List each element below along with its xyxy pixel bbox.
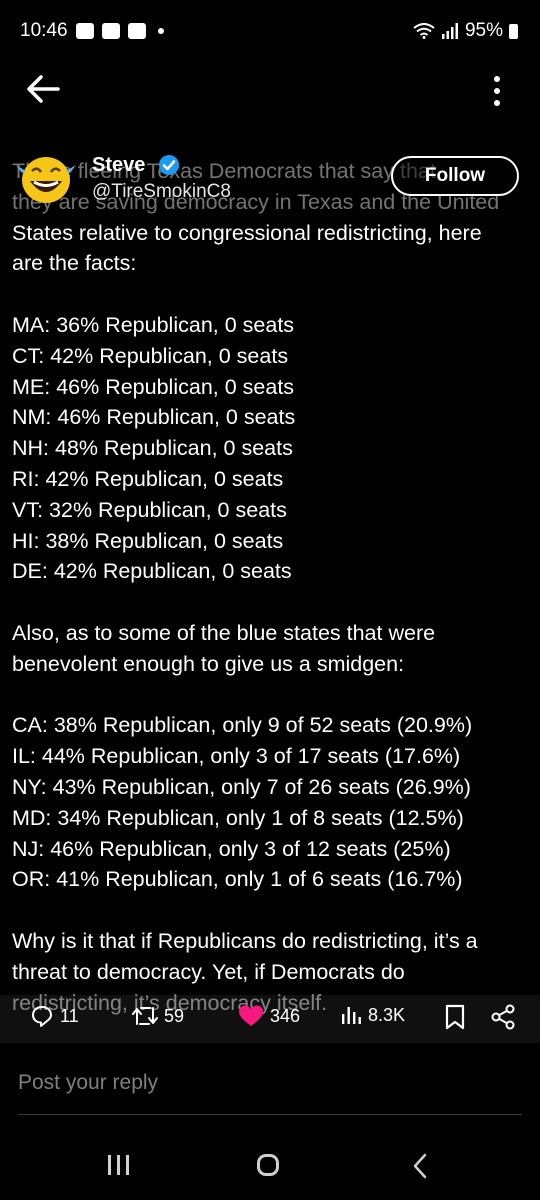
like-count: 346 (270, 1005, 301, 1026)
tweet-line: DE: 42% Republican, 0 seats (12, 559, 292, 584)
notification-dot-icon (157, 28, 164, 34)
status-time: 10:46 (20, 20, 68, 41)
tweet-line: NH: 48% Republican, 0 seats (12, 436, 293, 461)
tweet-line: NM: 46% Republican, 0 seats (12, 405, 296, 430)
top-app-bar (0, 62, 540, 118)
tweet-line: CT: 42% Republican, 0 seats (12, 343, 289, 368)
repost-count: 59 (164, 1005, 185, 1026)
message-icon (127, 23, 146, 39)
tweet-line: HI: 38% Republican, 0 seats (12, 528, 284, 553)
tweet-line: threat to democracy. Yet, if Democrats d… (12, 959, 405, 984)
battery-percent: 95% (464, 20, 503, 41)
tweet-line: MD: 34% Republican, only 1 of 8 seats (1… (12, 805, 464, 830)
share-button[interactable] (490, 1004, 516, 1030)
reply-divider (18, 1114, 522, 1115)
views-icon (342, 1007, 361, 1024)
avatar[interactable] (14, 149, 78, 209)
bookmark-icon (445, 1004, 465, 1030)
share-icon (491, 1004, 515, 1030)
author-name[interactable]: Steve (92, 154, 146, 176)
tweet-blank-line (12, 587, 532, 618)
signal-icon (441, 23, 458, 39)
tweet-blank-line (12, 680, 532, 711)
tweet-line: States relative to congressional redistr… (12, 220, 482, 245)
reply-icon (32, 1006, 52, 1027)
tweet-text: These fleeing Texas Democrats that say t… (12, 156, 532, 1018)
view-count: 8.3K (368, 1004, 406, 1025)
tweet-blank-line (12, 279, 532, 310)
reply-count: 11 (60, 1005, 79, 1026)
tweet-line: Also, as to some of the blue states that… (12, 620, 436, 645)
author-handle[interactable]: @TireSmokinC8 (92, 181, 231, 202)
author-bar: Steve @TireSmokinC8 Follow (0, 148, 540, 224)
repost-icon (132, 1007, 158, 1025)
recent-apps-icon[interactable] (108, 1155, 135, 1180)
bookmark-button[interactable] (444, 1004, 466, 1030)
youtube-icon (101, 23, 120, 39)
tweet-line: VT: 32% Republican, 0 seats (12, 497, 287, 522)
tweet-blank-line (12, 895, 532, 926)
tweet-line: Why is it that if Republicans do redistr… (12, 928, 478, 953)
tweet-line: benevolent enough to give us a smidgen: (12, 651, 405, 676)
more-options-icon[interactable] (492, 72, 502, 108)
tweet-line: NJ: 46% Republican, only 3 of 12 seats (… (12, 836, 451, 861)
gallery-icon (75, 23, 94, 39)
views-button[interactable]: 8.3K (340, 1004, 405, 1026)
tweet-line: RI: 42% Republican, 0 seats (12, 466, 284, 491)
tweet-line: OR: 41% Republican, only 1 of 6 seats (1… (12, 867, 463, 892)
verified-badge-icon (159, 155, 179, 175)
tweet-line: IL: 44% Republican, only 3 of 17 seats (… (12, 744, 461, 769)
battery-icon (509, 23, 518, 39)
tweet-line: MA: 36% Republican, 0 seats (12, 312, 295, 337)
tweet-action-bar: 11 59 346 8.3K (0, 995, 540, 1043)
reply-button[interactable]: 11 (30, 1004, 79, 1028)
tweet-line: ME: 46% Republican, 0 seats (12, 374, 295, 399)
tweet-line: NY: 43% Republican, only 7 of 26 seats (… (12, 774, 471, 799)
tweet-line: CA: 38% Republican, only 9 of 52 seats (… (12, 713, 473, 738)
system-navigation-bar (0, 1125, 540, 1200)
system-back-icon[interactable] (412, 1153, 428, 1179)
like-button[interactable]: 346 (238, 1004, 300, 1028)
heart-icon (239, 1005, 263, 1026)
back-arrow-icon[interactable] (26, 74, 60, 104)
status-bar: 10:46 95% (0, 0, 540, 62)
follow-button[interactable]: Follow (391, 156, 519, 196)
tweet-line: are the facts: (12, 251, 137, 276)
repost-button[interactable]: 59 (132, 1004, 184, 1028)
reply-input[interactable]: Post your reply (18, 1071, 159, 1094)
wifi-icon (413, 23, 435, 39)
reply-composer: Post your reply (0, 1043, 540, 1125)
home-icon[interactable] (257, 1154, 279, 1176)
